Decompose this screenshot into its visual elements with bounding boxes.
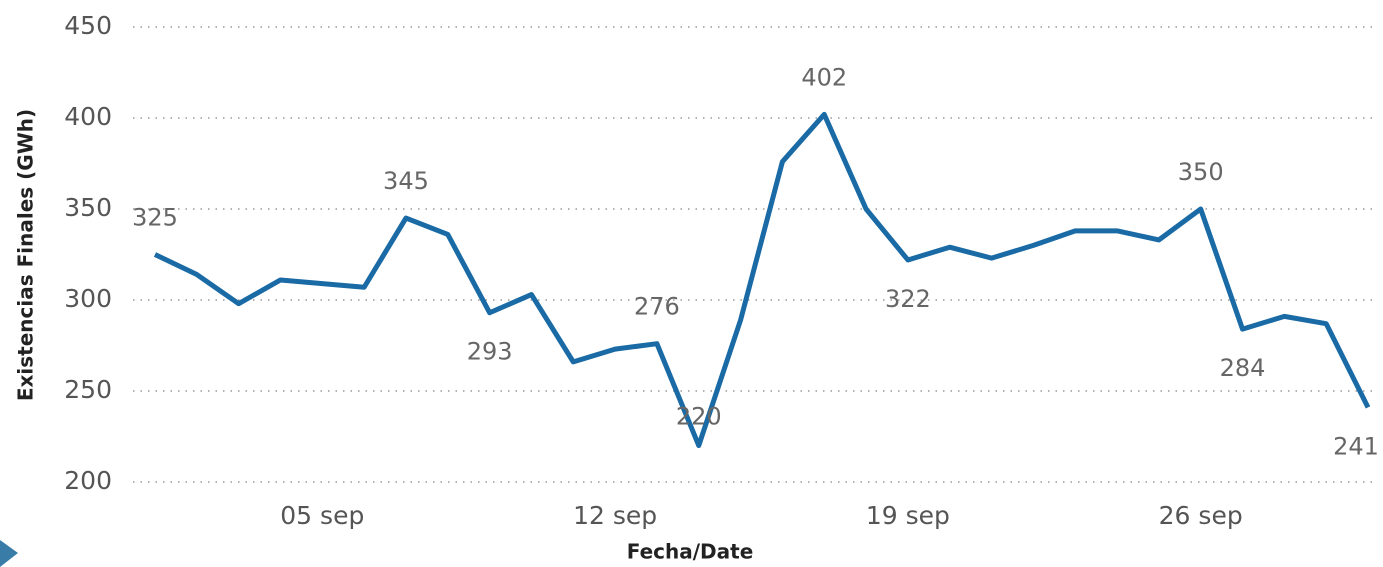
data-label: 345 — [383, 167, 429, 195]
x-axis-title: Fecha/Date — [627, 540, 754, 564]
x-tick-label: 12 sep — [573, 501, 657, 530]
data-label: 241 — [1333, 432, 1379, 460]
data-label: 284 — [1220, 354, 1266, 382]
data-label: 322 — [885, 285, 931, 313]
y-tick-label: 250 — [64, 375, 112, 404]
data-label: 293 — [467, 338, 513, 366]
data-label: 402 — [801, 63, 847, 91]
data-line — [153, 111, 1371, 449]
data-label: 350 — [1178, 158, 1224, 186]
data-label: 325 — [132, 204, 178, 232]
y-tick-label: 200 — [64, 466, 112, 495]
y-tick-label: 300 — [64, 284, 112, 313]
x-tick-label: 05 sep — [280, 501, 364, 530]
y-tick-label: 350 — [64, 193, 112, 222]
y-axis-title: Existencias Finales (GWh) — [14, 109, 38, 401]
x-tick-label: 26 sep — [1159, 501, 1243, 530]
y-tick-label: 450 — [64, 11, 112, 40]
corner-icon — [0, 540, 18, 567]
data-label: 276 — [634, 293, 680, 321]
y-tick-label: 400 — [64, 102, 112, 131]
x-tick-label: 19 sep — [866, 501, 950, 530]
data-label: 220 — [676, 403, 722, 431]
